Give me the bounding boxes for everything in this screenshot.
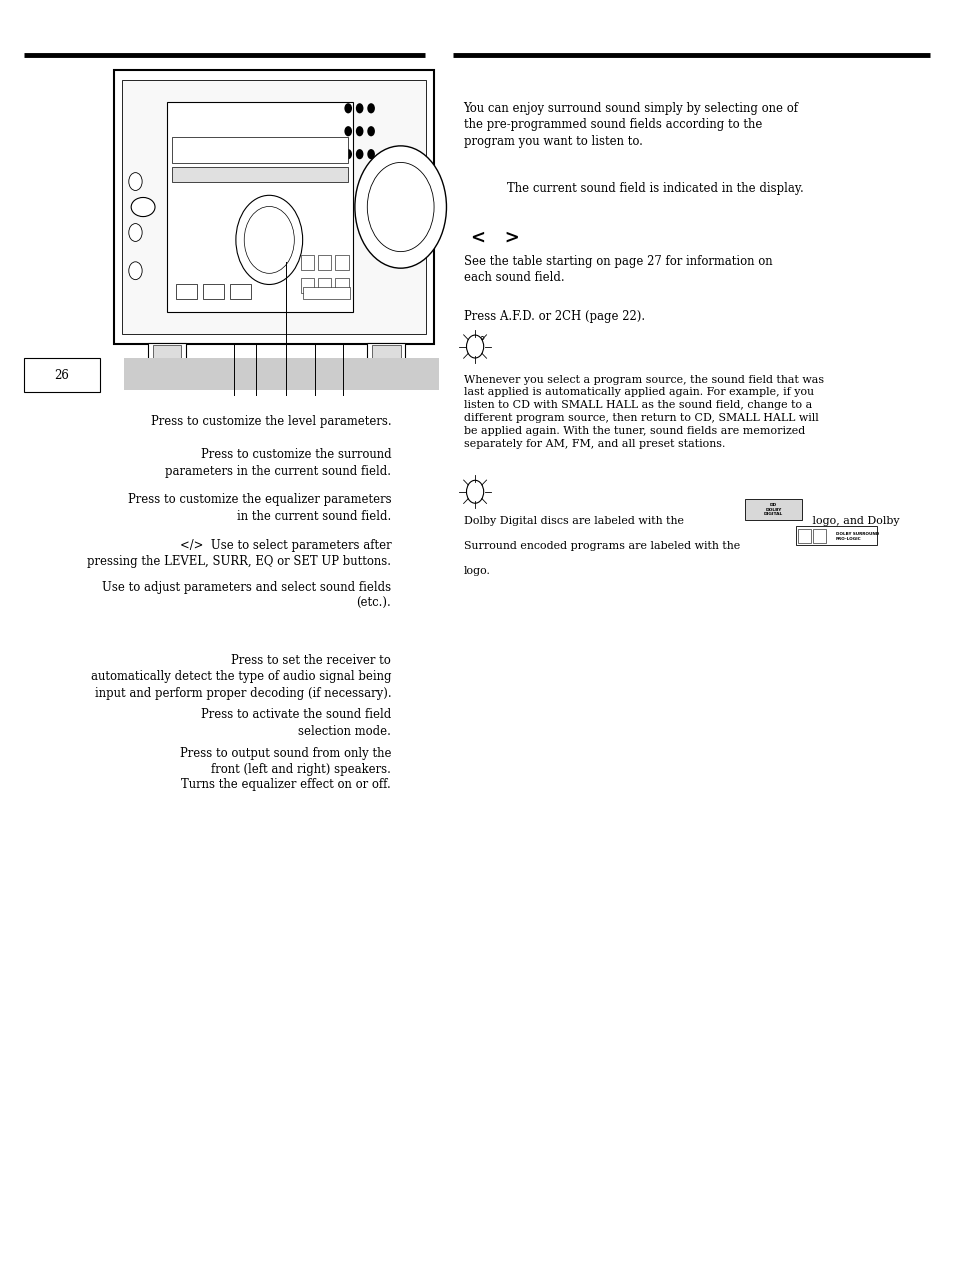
- Circle shape: [129, 261, 142, 280]
- Bar: [367, 343, 405, 362]
- Circle shape: [367, 149, 375, 159]
- Bar: [24, 358, 100, 392]
- Circle shape: [129, 224, 142, 241]
- Bar: [176, 284, 197, 299]
- Text: Use to adjust parameters and select sound fields
(etc.).: Use to adjust parameters and select soun…: [102, 581, 391, 610]
- Bar: [317, 278, 331, 293]
- Circle shape: [355, 103, 363, 113]
- Text: Press to activate the sound field
selection mode.: Press to activate the sound field select…: [201, 708, 391, 738]
- Bar: [335, 255, 348, 270]
- Text: Press to output sound from only the
front (left and right) speakers.: Press to output sound from only the fron…: [179, 747, 391, 776]
- Circle shape: [367, 162, 434, 251]
- Ellipse shape: [131, 197, 154, 217]
- Bar: [172, 138, 348, 163]
- Circle shape: [367, 103, 375, 113]
- Circle shape: [235, 195, 302, 284]
- Circle shape: [129, 172, 142, 190]
- Text: ★°: ★°: [468, 335, 485, 348]
- Text: See the table starting on page 27 for information on
each sound field.: See the table starting on page 27 for in…: [463, 255, 772, 284]
- Bar: [124, 358, 438, 390]
- Bar: [317, 255, 331, 270]
- Bar: [230, 284, 251, 299]
- Text: Turns the equalizer effect on or off.: Turns the equalizer effect on or off.: [181, 778, 391, 791]
- Circle shape: [367, 126, 375, 136]
- Bar: [300, 255, 314, 270]
- Circle shape: [466, 335, 483, 358]
- Text: Whenever you select a program source, the sound field that was
last applied is a: Whenever you select a program source, th…: [463, 375, 822, 448]
- Text: Press to customize the surround
parameters in the current sound field.: Press to customize the surround paramete…: [165, 448, 391, 478]
- Bar: [335, 278, 348, 293]
- Text: DD
DOLBY
DIGITAL: DD DOLBY DIGITAL: [763, 503, 782, 516]
- Bar: [172, 167, 348, 182]
- Circle shape: [466, 480, 483, 503]
- Bar: [167, 102, 353, 312]
- Bar: [148, 343, 186, 362]
- Circle shape: [244, 206, 294, 274]
- Text: Press to set the receiver to
automatically detect the type of audio signal being: Press to set the receiver to automatical…: [91, 654, 391, 699]
- Text: Press A.F.D. or 2CH (page 22).: Press A.F.D. or 2CH (page 22).: [463, 310, 644, 322]
- Bar: [114, 70, 434, 344]
- Bar: [122, 80, 426, 334]
- Text: Press to customize the level parameters.: Press to customize the level parameters.: [151, 415, 391, 428]
- Bar: [744, 499, 801, 520]
- Bar: [203, 284, 224, 299]
- Circle shape: [344, 103, 352, 113]
- Bar: [795, 526, 876, 545]
- Text: logo.: logo.: [463, 566, 490, 576]
- Text: Surround encoded programs are labeled with the: Surround encoded programs are labeled wi…: [463, 541, 740, 552]
- Text: DOLBY SURROUND
PRO-LOGIC: DOLBY SURROUND PRO-LOGIC: [835, 533, 878, 540]
- Text: The current sound field is indicated in the display.: The current sound field is indicated in …: [506, 182, 802, 195]
- Text: Dolby Digital discs are labeled with the: Dolby Digital discs are labeled with the: [463, 516, 683, 526]
- Text: </>  Use to select parameters after
pressing the LEVEL, SURR, EQ or SET UP butto: </> Use to select parameters after press…: [87, 539, 391, 568]
- Circle shape: [355, 149, 363, 159]
- Bar: [300, 278, 314, 293]
- Bar: [152, 345, 181, 359]
- Circle shape: [344, 126, 352, 136]
- Circle shape: [355, 145, 446, 268]
- Bar: [372, 345, 400, 359]
- Bar: [302, 287, 350, 299]
- Circle shape: [344, 149, 352, 159]
- Bar: [797, 529, 810, 543]
- Circle shape: [355, 126, 363, 136]
- Text: You can enjoy surround sound simply by selecting one of
the pre-programmed sound: You can enjoy surround sound simply by s…: [463, 102, 798, 148]
- Text: 26: 26: [54, 368, 70, 382]
- Text: <   >: < >: [471, 229, 519, 247]
- Text: Press to customize the equalizer parameters
in the current sound field.: Press to customize the equalizer paramet…: [128, 493, 391, 522]
- Bar: [812, 529, 825, 543]
- Text: logo, and Dolby: logo, and Dolby: [808, 516, 899, 526]
